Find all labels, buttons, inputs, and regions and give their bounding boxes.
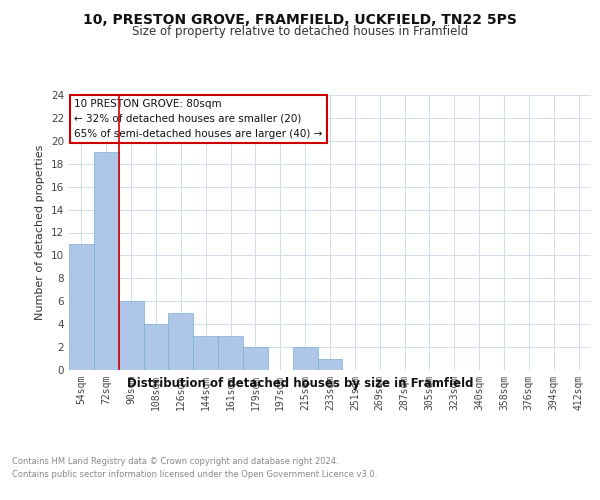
Text: Distribution of detached houses by size in Framfield: Distribution of detached houses by size …: [127, 378, 473, 390]
Bar: [169, 312, 193, 370]
Bar: [143, 324, 169, 370]
Text: 10, PRESTON GROVE, FRAMFIELD, UCKFIELD, TN22 5PS: 10, PRESTON GROVE, FRAMFIELD, UCKFIELD, …: [83, 12, 517, 26]
Text: Size of property relative to detached houses in Framfield: Size of property relative to detached ho…: [132, 25, 468, 38]
Y-axis label: Number of detached properties: Number of detached properties: [35, 145, 46, 320]
Bar: [317, 358, 343, 370]
Bar: [119, 301, 143, 370]
Text: 10 PRESTON GROVE: 80sqm
← 32% of detached houses are smaller (20)
65% of semi-de: 10 PRESTON GROVE: 80sqm ← 32% of detache…: [74, 99, 323, 138]
Bar: [193, 336, 218, 370]
Bar: [218, 336, 243, 370]
Text: Contains HM Land Registry data © Crown copyright and database right 2024.: Contains HM Land Registry data © Crown c…: [12, 458, 338, 466]
Bar: [243, 347, 268, 370]
Bar: [94, 152, 119, 370]
Bar: [69, 244, 94, 370]
Text: Contains public sector information licensed under the Open Government Licence v3: Contains public sector information licen…: [12, 470, 377, 479]
Bar: [293, 347, 317, 370]
